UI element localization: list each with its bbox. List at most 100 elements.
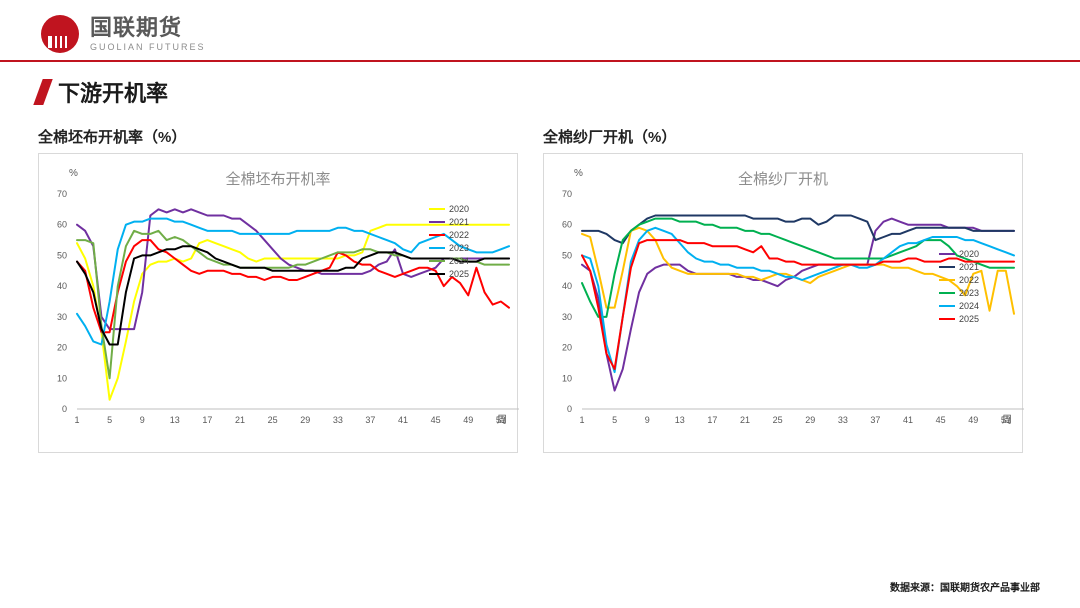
svg-text:21: 21 xyxy=(740,415,750,425)
svg-text:41: 41 xyxy=(398,415,408,425)
legend-label-2021: 2021 xyxy=(959,262,979,272)
legend-item-2024[interactable]: 2024 xyxy=(939,301,979,311)
legend-item-2025[interactable]: 2025 xyxy=(429,269,469,279)
svg-text:41: 41 xyxy=(903,415,913,425)
chart2-legend[interactable]: 2020 2021 2022 2023 2024 2025 xyxy=(939,249,979,327)
legend-item-2023[interactable]: 2023 xyxy=(429,243,469,253)
legend-swatch-2021 xyxy=(939,266,955,268)
svg-text:45: 45 xyxy=(431,415,441,425)
legend-item-2020[interactable]: 2020 xyxy=(429,204,469,214)
legend-item-2024[interactable]: 2024 xyxy=(429,256,469,266)
legend-label-2024: 2024 xyxy=(959,301,979,311)
legend-swatch-2022 xyxy=(939,279,955,281)
chart1-legend[interactable]: 2020 2021 2022 2023 2024 2025 xyxy=(429,204,469,282)
legend-label-2020: 2020 xyxy=(449,204,469,214)
legend-label-2023: 2023 xyxy=(449,243,469,253)
legend-swatch-2025 xyxy=(939,318,955,320)
legend-swatch-2023 xyxy=(939,292,955,294)
section-title-accent xyxy=(33,79,52,105)
svg-text:25: 25 xyxy=(773,415,783,425)
svg-text:40: 40 xyxy=(57,281,67,291)
svg-text:70: 70 xyxy=(562,189,572,199)
svg-text:53: 53 xyxy=(1001,415,1011,425)
svg-text:49: 49 xyxy=(463,415,473,425)
svg-text:50: 50 xyxy=(57,250,67,260)
legend-label-2023: 2023 xyxy=(959,288,979,298)
legend-swatch-2025 xyxy=(429,273,445,275)
header: 国联期货 GUOLIAN FUTURES xyxy=(0,0,1080,54)
legend-swatch-2022 xyxy=(429,234,445,236)
legend-label-2024: 2024 xyxy=(449,256,469,266)
chart1-heading: 全棉坯布开机率（%） xyxy=(38,126,523,147)
svg-text:1: 1 xyxy=(579,415,584,425)
svg-text:5: 5 xyxy=(612,415,617,425)
legend-swatch-2024 xyxy=(429,260,445,262)
legend-item-2021[interactable]: 2021 xyxy=(939,262,979,272)
svg-text:1: 1 xyxy=(74,415,79,425)
legend-swatch-2020 xyxy=(429,208,445,210)
company-name-block: 国联期货 GUOLIAN FUTURES xyxy=(90,16,206,51)
svg-text:30: 30 xyxy=(57,312,67,322)
legend-swatch-2024 xyxy=(939,305,955,307)
legend-item-2022[interactable]: 2022 xyxy=(939,275,979,285)
svg-text:70: 70 xyxy=(57,189,67,199)
chart-block-1: 全棉坯布开机率（%） 全棉坯布开机率 % 周 0 10 20 30 40 50 60 70 1 5… xyxy=(38,126,523,453)
legend-label-2020: 2020 xyxy=(959,249,979,259)
chart2-heading: 全棉纱厂开机（%） xyxy=(543,126,1028,147)
legend-swatch-2020 xyxy=(939,253,955,255)
legend-item-2020[interactable]: 2020 xyxy=(939,249,979,259)
header-divider xyxy=(0,60,1080,62)
svg-text:49: 49 xyxy=(968,415,978,425)
svg-text:13: 13 xyxy=(170,415,180,425)
legend-swatch-2023 xyxy=(429,247,445,249)
footer-source-text: 数据来源：国联期货农产品事业部 xyxy=(890,579,1040,594)
chart1-svg[interactable]: 0 10 20 30 40 50 60 70 1 5 9 13 17 21 25 29 33 37 41 45 49 53 xyxy=(39,154,519,454)
svg-text:50: 50 xyxy=(562,250,572,260)
section-title-text: 下游开机率 xyxy=(58,76,168,108)
svg-text:10: 10 xyxy=(57,373,67,383)
svg-text:25: 25 xyxy=(268,415,278,425)
legend-item-2025[interactable]: 2025 xyxy=(939,314,979,324)
svg-text:9: 9 xyxy=(140,415,145,425)
svg-text:53: 53 xyxy=(496,415,506,425)
svg-text:0: 0 xyxy=(62,404,67,414)
svg-text:60: 60 xyxy=(57,220,67,230)
svg-text:10: 10 xyxy=(562,373,572,383)
legend-item-2022[interactable]: 2022 xyxy=(429,230,469,240)
svg-text:60: 60 xyxy=(562,220,572,230)
svg-text:20: 20 xyxy=(57,343,67,353)
svg-text:45: 45 xyxy=(936,415,946,425)
svg-text:30: 30 xyxy=(562,312,572,322)
svg-text:40: 40 xyxy=(562,281,572,291)
company-sub-text: GUOLIAN FUTURES xyxy=(90,42,206,52)
legend-label-2025: 2025 xyxy=(959,314,979,324)
svg-text:33: 33 xyxy=(838,415,848,425)
charts-container: 全棉坯布开机率（%） 全棉坯布开机率 % 周 0 10 20 30 40 50 60 70 1 5… xyxy=(0,126,1080,453)
svg-text:29: 29 xyxy=(805,415,815,425)
svg-text:17: 17 xyxy=(202,415,212,425)
svg-text:5: 5 xyxy=(107,415,112,425)
company-name-text: 国联期货 xyxy=(90,16,206,40)
company-logo-icon xyxy=(40,14,80,54)
legend-item-2021[interactable]: 2021 xyxy=(429,217,469,227)
svg-text:37: 37 xyxy=(870,415,880,425)
svg-text:33: 33 xyxy=(333,415,343,425)
svg-text:9: 9 xyxy=(645,415,650,425)
legend-label-2022: 2022 xyxy=(449,230,469,240)
legend-swatch-2021 xyxy=(429,221,445,223)
svg-text:20: 20 xyxy=(562,343,572,353)
svg-text:37: 37 xyxy=(365,415,375,425)
svg-text:13: 13 xyxy=(675,415,685,425)
legend-label-2022: 2022 xyxy=(959,275,979,285)
svg-text:0: 0 xyxy=(567,404,572,414)
svg-text:29: 29 xyxy=(300,415,310,425)
legend-label-2025: 2025 xyxy=(449,269,469,279)
section-title-row: 下游开机率 xyxy=(38,76,1080,108)
chart-block-2: 全棉纱厂开机（%） 全棉纱厂开机 % 周 0 10 20 30 40 50 60 70 1 5 9 1… xyxy=(543,126,1028,453)
legend-label-2021: 2021 xyxy=(449,217,469,227)
svg-text:17: 17 xyxy=(707,415,717,425)
legend-item-2023[interactable]: 2023 xyxy=(939,288,979,298)
chart2-panel[interactable]: 全棉纱厂开机 % 周 0 10 20 30 40 50 60 70 1 5 9 13 17 21 25 29 3… xyxy=(543,153,1023,453)
svg-text:21: 21 xyxy=(235,415,245,425)
chart1-panel[interactable]: 全棉坯布开机率 % 周 0 10 20 30 40 50 60 70 1 5 9 13 17 21 25 29… xyxy=(38,153,518,453)
